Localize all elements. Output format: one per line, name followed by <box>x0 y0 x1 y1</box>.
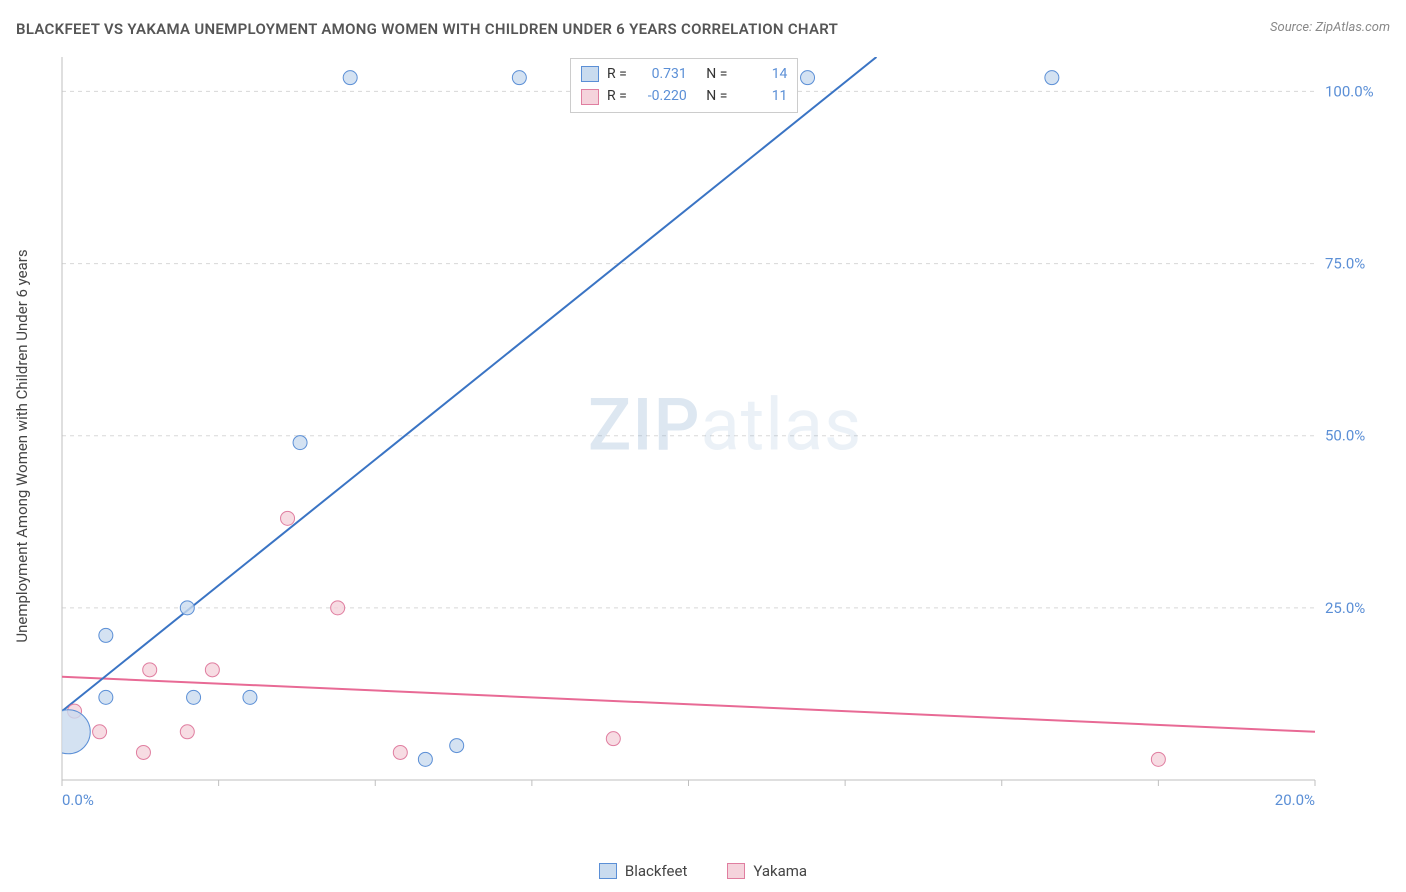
swatch-yakama <box>581 89 599 105</box>
stats-row-yakama: R = -0.220 N = 11 <box>581 85 787 107</box>
series-legend: Blackfeet Yakama <box>0 862 1406 880</box>
n-value-yakama: 11 <box>735 85 787 107</box>
svg-text:50.0%: 50.0% <box>1325 427 1365 445</box>
source-label: Source: <box>1270 20 1315 35</box>
legend-label-yakama: Yakama <box>753 862 807 880</box>
svg-text:75.0%: 75.0% <box>1325 255 1365 273</box>
y-axis-label: Unemployment Among Women with Children U… <box>13 249 31 642</box>
swatch-blackfeet-icon <box>599 863 617 879</box>
svg-text:100.0%: 100.0% <box>1325 82 1374 100</box>
chart-header: BLACKFEET VS YAKAMA UNEMPLOYMENT AMONG W… <box>16 20 1390 38</box>
n-label-blackfeet: N = <box>706 63 727 85</box>
r-label-yakama: R = <box>607 85 627 107</box>
svg-text:0.0%: 0.0% <box>62 791 94 809</box>
n-label-yakama: N = <box>706 85 727 107</box>
swatch-blackfeet <box>581 66 599 82</box>
r-value-yakama: -0.220 <box>635 85 687 107</box>
legend-item-blackfeet: Blackfeet <box>599 862 687 880</box>
stats-legend: R = 0.731 N = 14 R = -0.220 N = 11 <box>570 58 798 113</box>
swatch-yakama-icon <box>727 863 745 879</box>
stats-row-blackfeet: R = 0.731 N = 14 <box>581 63 787 85</box>
chart-svg: 25.0% 50.0% 75.0% 100.0% 0.0% 20.0% <box>60 55 1390 825</box>
legend-label-blackfeet: Blackfeet <box>625 862 687 880</box>
scatter-plot: 25.0%50.0%75.0%100.0%0.0%20.0% ZIPatlas <box>60 55 1390 825</box>
svg-text:25.0%: 25.0% <box>1325 599 1365 617</box>
r-value-blackfeet: 0.731 <box>635 63 687 85</box>
svg-text:20.0%: 20.0% <box>1275 791 1315 809</box>
source-value: ZipAtlas.com <box>1315 20 1390 35</box>
legend-item-yakama: Yakama <box>727 862 807 880</box>
chart-title: BLACKFEET VS YAKAMA UNEMPLOYMENT AMONG W… <box>16 20 838 38</box>
chart-source: Source: ZipAtlas.com <box>1270 20 1390 35</box>
r-label-blackfeet: R = <box>607 63 627 85</box>
n-value-blackfeet: 14 <box>735 63 787 85</box>
